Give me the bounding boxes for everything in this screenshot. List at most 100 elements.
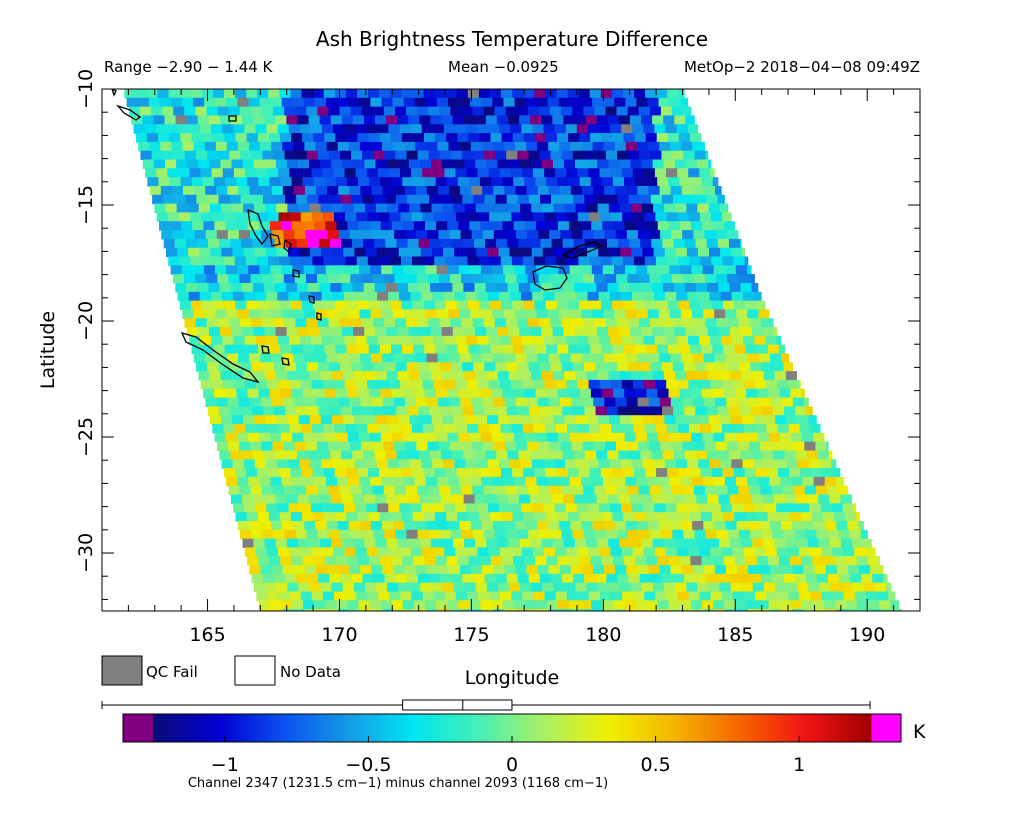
heatmap-cell: [211, 124, 223, 134]
heatmap-cell: [214, 265, 227, 275]
heatmap-cell: [615, 565, 627, 575]
heatmap-cell: [317, 529, 330, 540]
colorbar-step: [759, 714, 764, 742]
heatmap-cell: [732, 591, 745, 601]
heatmap-cell: [249, 397, 262, 407]
heatmap-cell: [785, 538, 798, 548]
heatmap-cell: [532, 124, 545, 134]
heatmap-cell: [430, 115, 443, 125]
heatmap-cell: [367, 212, 379, 222]
heatmap-cell: [440, 406, 453, 416]
heatmap-cell: [257, 89, 269, 99]
heatmap-cell: [217, 274, 229, 284]
heatmap-cell: [438, 230, 451, 240]
heatmap-cell: [227, 230, 240, 240]
heatmap-cell: [743, 547, 756, 557]
heatmap-cell: [690, 133, 702, 143]
heatmap-cell: [538, 274, 551, 284]
heatmap-cell: [723, 556, 736, 566]
heatmap-cell: [450, 106, 462, 116]
heatmap-cell: [659, 521, 671, 531]
heatmap-cell: [592, 476, 604, 487]
heatmap-cell: [803, 565, 816, 575]
heatmap-cell: [318, 406, 331, 416]
heatmap-cell: [170, 221, 182, 231]
heatmap-cell: [757, 600, 770, 610]
heatmap-cell: [417, 106, 429, 116]
heatmap-cell: [708, 371, 720, 381]
heatmap-cell: [652, 371, 665, 381]
colorbar-step: [683, 714, 688, 742]
colorbar-step: [412, 714, 417, 742]
heatmap-cell: [488, 503, 500, 513]
heatmap-cell: [495, 529, 507, 540]
heatmap-cell: [492, 521, 505, 531]
heatmap-cell: [647, 476, 660, 487]
heatmap-cell: [467, 256, 480, 266]
heatmap-cell: [311, 547, 323, 557]
heatmap-cell: [767, 344, 780, 355]
heatmap-cell: [436, 265, 449, 275]
heatmap-cell: [491, 221, 504, 231]
heatmap-cell: [569, 265, 582, 275]
heatmap-cell: [409, 203, 421, 213]
heatmap-cell: [652, 538, 665, 548]
heatmap-cell: [867, 556, 880, 566]
heatmap-cell: [210, 247, 222, 258]
heatmap-cell: [429, 573, 441, 584]
heatmap-cell: [639, 573, 652, 584]
heatmap-cell: [729, 450, 741, 460]
heatmap-cell: [194, 230, 207, 240]
heatmap-cell: [353, 538, 365, 548]
heatmap-cell: [447, 265, 460, 275]
heatmap-cell: [357, 344, 370, 355]
heatmap-cell: [250, 485, 263, 496]
heatmap-cell: [695, 194, 707, 205]
heatmap-cell: [326, 353, 339, 363]
heatmap-cell: [665, 335, 678, 346]
heatmap-cell: [722, 300, 735, 310]
heatmap-cell: [549, 230, 561, 240]
heatmap-cell: [353, 582, 366, 593]
heatmap-cell: [267, 591, 280, 601]
heatmap-cell: [333, 379, 346, 390]
heatmap-cell: [460, 186, 472, 196]
heatmap-cell: [777, 379, 789, 390]
heatmap-cell: [752, 538, 764, 548]
heatmap-cell: [665, 291, 677, 302]
heatmap-cell: [654, 503, 666, 513]
heatmap-cell: [248, 97, 261, 108]
heatmap-cell: [384, 318, 396, 328]
heatmap-cell: [349, 230, 362, 240]
heatmap-cell: [306, 106, 318, 116]
heatmap-cell: [466, 591, 479, 601]
heatmap-cell: [406, 362, 419, 372]
heatmap-cell: [331, 371, 344, 381]
heatmap-cell: [622, 212, 634, 222]
heatmap-cell: [390, 256, 402, 266]
heatmap-cell: [382, 565, 395, 575]
heatmap-cell: [459, 97, 471, 108]
heatmap-cell: [684, 450, 697, 460]
heatmap-cell: [315, 141, 328, 152]
heatmap-cell: [317, 106, 329, 116]
heatmap-cell: [249, 186, 262, 196]
heatmap-cell: [615, 397, 628, 407]
heatmap-cell: [288, 124, 301, 134]
heatmap-cell: [772, 529, 784, 540]
heatmap-cell: [665, 503, 678, 513]
heatmap-cell: [576, 291, 589, 302]
heatmap-cell: [656, 512, 669, 522]
heatmap-cell: [676, 124, 689, 134]
heatmap-cell: [454, 291, 467, 302]
heatmap-cell: [609, 291, 622, 302]
colorbar-step: [184, 714, 190, 742]
heatmap-cell: [450, 529, 463, 540]
heatmap-cell: [424, 177, 437, 187]
heatmap-cell: [688, 379, 701, 390]
heatmap-cell: [251, 573, 264, 584]
heatmap-cell: [257, 512, 270, 522]
heatmap-cell: [473, 406, 486, 416]
heatmap-cell: [568, 133, 580, 143]
heatmap-cell: [554, 503, 567, 513]
